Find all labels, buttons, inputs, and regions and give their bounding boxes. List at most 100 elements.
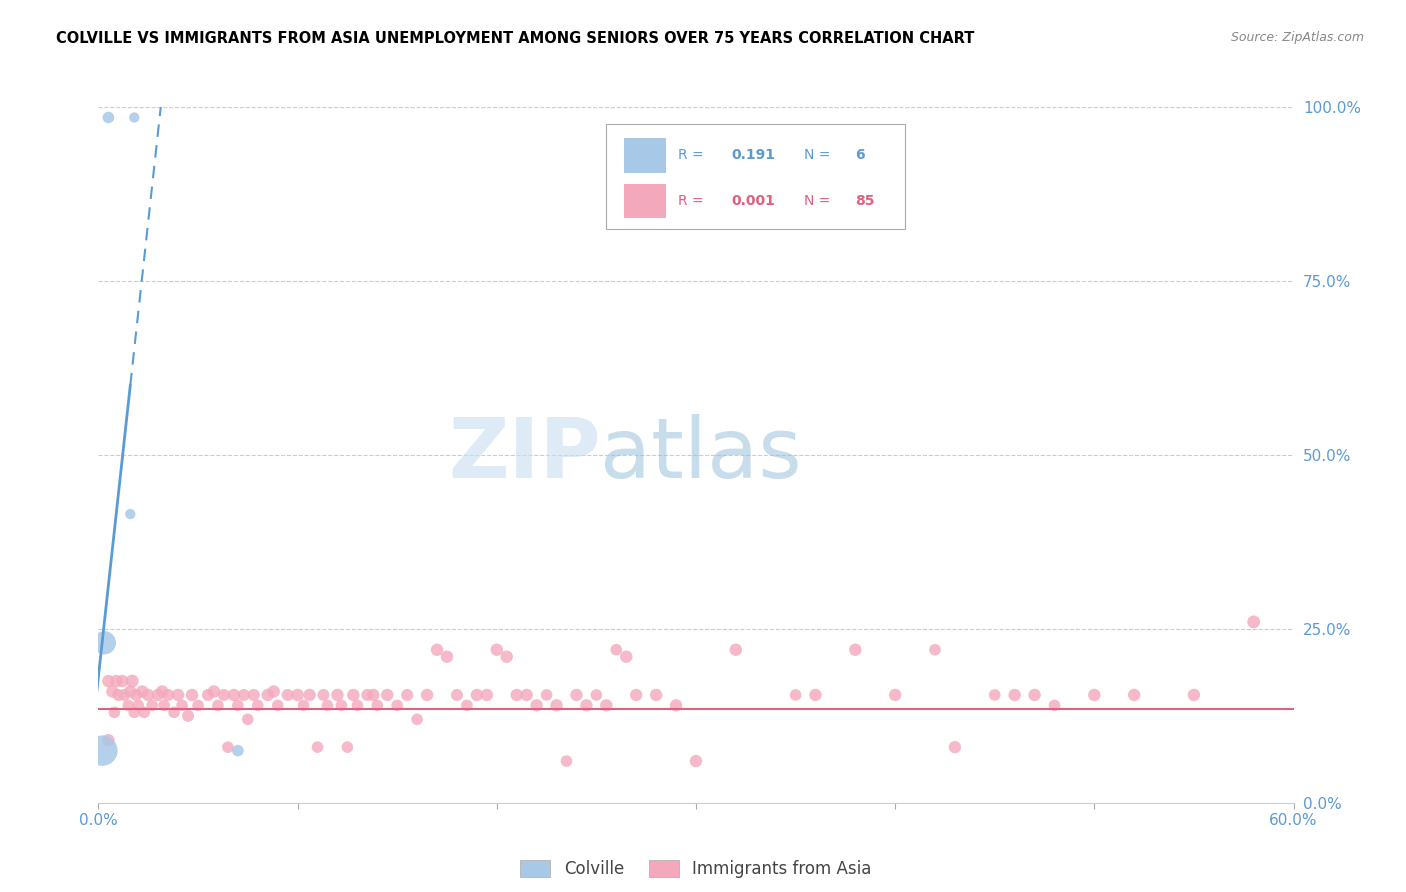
Point xyxy=(120,684,142,698)
Point xyxy=(236,712,259,726)
Point xyxy=(605,642,627,657)
Point xyxy=(181,688,204,702)
Point xyxy=(93,636,115,650)
Point xyxy=(307,740,329,755)
Text: Source: ZipAtlas.com: Source: ZipAtlas.com xyxy=(1230,31,1364,45)
Point xyxy=(375,688,398,702)
Point xyxy=(157,688,180,702)
Point xyxy=(1182,688,1205,702)
Point xyxy=(127,698,149,713)
Point xyxy=(614,649,637,664)
Point xyxy=(312,688,335,702)
Point xyxy=(506,688,529,702)
Point xyxy=(226,744,249,758)
Point xyxy=(197,688,219,702)
Text: N =: N = xyxy=(804,194,834,208)
Point xyxy=(546,698,568,713)
Point xyxy=(226,698,249,713)
Point xyxy=(363,688,385,702)
Point xyxy=(1083,688,1105,702)
Point xyxy=(645,688,668,702)
Point xyxy=(366,698,388,713)
Point xyxy=(785,688,807,702)
Text: N =: N = xyxy=(804,148,834,162)
Point xyxy=(595,698,617,713)
Point xyxy=(298,688,321,702)
Point xyxy=(112,688,135,702)
Point xyxy=(117,698,139,713)
Point xyxy=(416,688,439,702)
Point xyxy=(212,688,235,702)
Text: 85: 85 xyxy=(855,194,875,208)
Point xyxy=(124,706,146,720)
Point xyxy=(485,642,508,657)
Text: R =: R = xyxy=(678,148,709,162)
Point xyxy=(396,688,419,702)
Point xyxy=(342,688,364,702)
Point xyxy=(97,674,120,689)
Point xyxy=(1243,615,1265,629)
FancyBboxPatch shape xyxy=(624,184,666,219)
Point xyxy=(575,698,598,713)
Text: R =: R = xyxy=(678,194,709,208)
Point xyxy=(107,688,129,702)
Point xyxy=(844,642,866,657)
Text: COLVILLE VS IMMIGRANTS FROM ASIA UNEMPLOYMENT AMONG SENIORS OVER 75 YEARS CORREL: COLVILLE VS IMMIGRANTS FROM ASIA UNEMPLO… xyxy=(56,31,974,46)
Point xyxy=(884,688,907,702)
Point xyxy=(536,688,558,702)
Point xyxy=(565,688,588,702)
Point xyxy=(256,688,278,702)
Point xyxy=(202,684,225,698)
Text: 6: 6 xyxy=(855,148,865,162)
Point xyxy=(120,507,142,521)
Legend: Colville, Immigrants from Asia: Colville, Immigrants from Asia xyxy=(513,854,879,885)
Point xyxy=(804,688,827,702)
Point xyxy=(134,706,156,720)
Point xyxy=(124,111,146,125)
Point xyxy=(456,698,478,713)
Point xyxy=(232,688,254,702)
Point xyxy=(246,698,269,713)
Point xyxy=(292,698,315,713)
FancyBboxPatch shape xyxy=(624,137,666,172)
Point xyxy=(111,674,134,689)
Point xyxy=(222,688,245,702)
Point xyxy=(516,688,538,702)
Point xyxy=(1004,688,1026,702)
Point xyxy=(263,684,285,698)
Point xyxy=(326,688,349,702)
Point xyxy=(465,688,488,702)
Point xyxy=(207,698,229,713)
Point xyxy=(277,688,299,702)
Point xyxy=(446,688,468,702)
Point xyxy=(585,688,607,702)
Point xyxy=(665,698,688,713)
Point xyxy=(475,688,498,702)
Point xyxy=(526,698,548,713)
Text: 0.191: 0.191 xyxy=(733,148,776,162)
Point xyxy=(356,688,378,702)
Point xyxy=(136,688,159,702)
Point xyxy=(1024,688,1046,702)
Point xyxy=(495,649,517,664)
Point xyxy=(153,698,176,713)
Point xyxy=(436,649,458,664)
Point xyxy=(177,708,200,723)
Point xyxy=(406,712,429,726)
Point xyxy=(163,706,186,720)
Text: atlas: atlas xyxy=(600,415,801,495)
Text: 0.001: 0.001 xyxy=(733,194,776,208)
Text: ZIP: ZIP xyxy=(449,415,600,495)
Point xyxy=(1123,688,1146,702)
Point xyxy=(105,674,128,689)
Point xyxy=(316,698,339,713)
Point xyxy=(267,698,290,713)
Point xyxy=(150,684,173,698)
Point xyxy=(131,684,153,698)
Point xyxy=(243,688,266,702)
Point xyxy=(103,706,125,720)
Point xyxy=(626,688,648,702)
Point xyxy=(101,684,124,698)
Point xyxy=(724,642,747,657)
Point xyxy=(97,733,120,747)
